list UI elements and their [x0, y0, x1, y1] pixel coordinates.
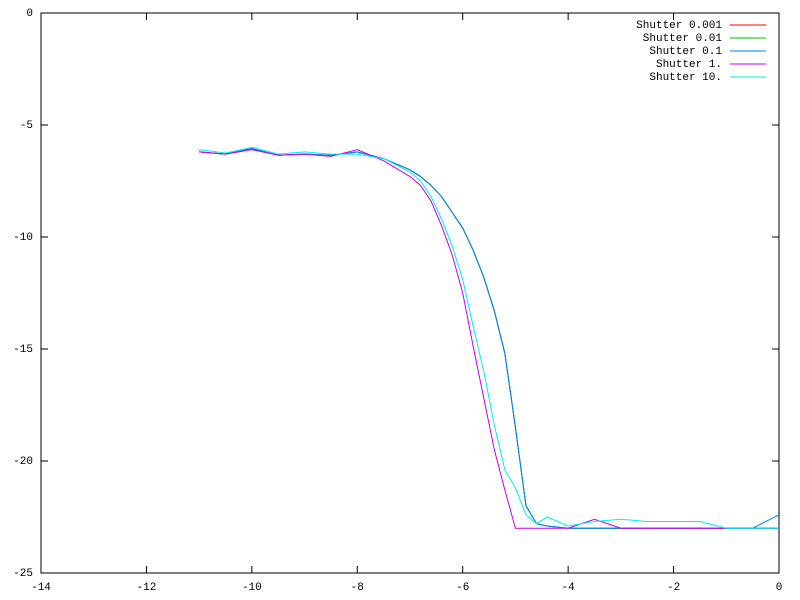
x-tick-label: -14 — [31, 582, 51, 594]
legend-label: Shutter 0.01 — [643, 33, 723, 45]
y-tick-label: 0 — [26, 8, 33, 20]
y-tick-label: -25 — [13, 568, 33, 580]
series-line — [199, 146, 779, 529]
x-tick-label: -4 — [562, 582, 576, 594]
series-line — [199, 148, 780, 529]
y-tick-label: -10 — [13, 232, 33, 244]
y-tick-label: -15 — [13, 344, 33, 356]
legend-label: Shutter 10. — [649, 72, 722, 84]
x-tick-label: -8 — [351, 582, 364, 594]
x-tick-label: -6 — [456, 582, 469, 594]
series-line — [199, 148, 779, 529]
legend-label: Shutter 0.001 — [636, 20, 722, 32]
x-tick-label: -2 — [667, 582, 680, 594]
legend-label: Shutter 1. — [656, 59, 722, 71]
y-tick-label: -5 — [20, 120, 33, 132]
plot-frame — [40, 12, 780, 574]
y-tick-label: -20 — [13, 456, 33, 468]
x-tick-label: -12 — [137, 582, 157, 594]
series-line — [199, 149, 779, 529]
x-tick-label: -10 — [242, 582, 262, 594]
x-tick-label: 0 — [776, 582, 783, 594]
legend-label: Shutter 0.1 — [649, 46, 722, 58]
series-line — [199, 148, 779, 529]
